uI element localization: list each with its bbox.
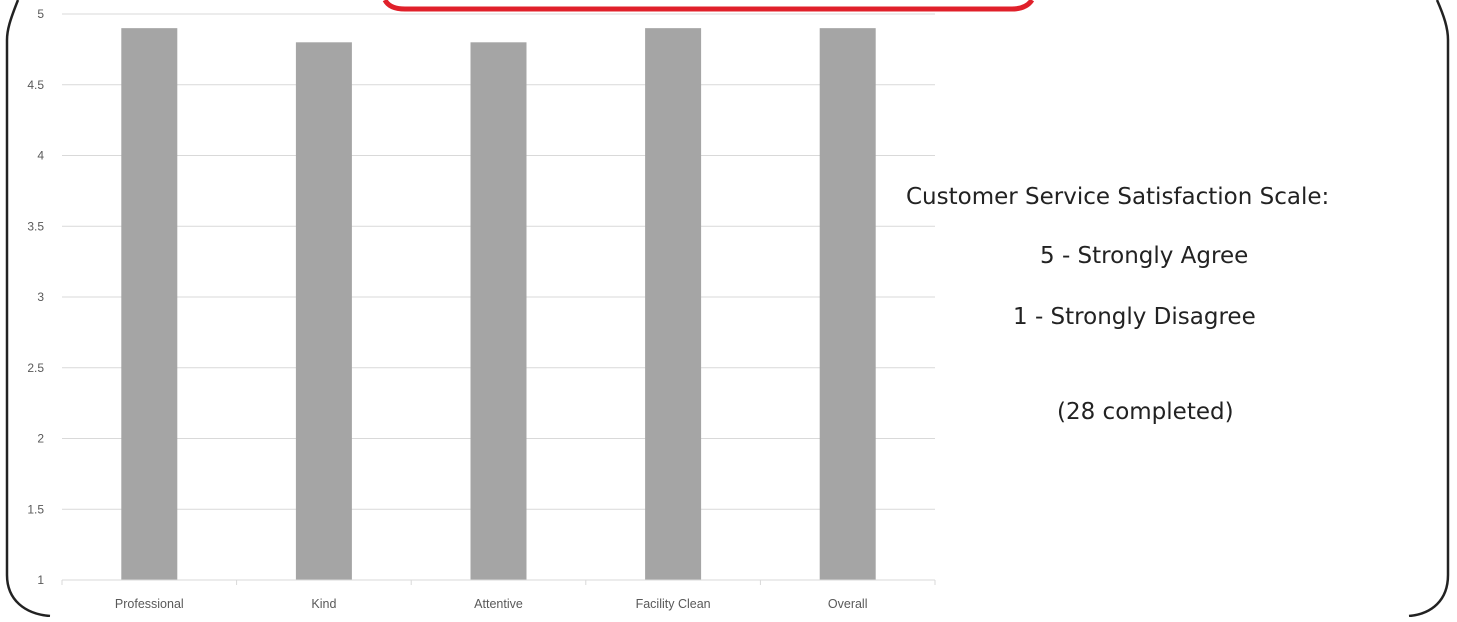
y-tick-label: 2.5 — [27, 361, 44, 375]
y-tick-label: 3 — [37, 290, 44, 304]
x-tick-label: Professional — [115, 597, 184, 611]
x-tick-label: Overall — [828, 597, 868, 611]
completed-count: (28 completed) — [1057, 399, 1234, 425]
bar-kind — [295, 42, 352, 581]
x-tick-label: Attentive — [474, 597, 523, 611]
x-tick-label: Kind — [311, 597, 336, 611]
y-tick-label: 2 — [37, 432, 44, 446]
scale-low-label: 1 - Strongly Disagree — [1013, 304, 1256, 330]
scale-heading: Customer Service Satisfaction Scale: — [906, 184, 1330, 210]
x-tick-labels: Professional Kind Attentive Facility Clean O… — [115, 597, 868, 611]
frame-border — [5, 0, 1450, 618]
bar-overall — [819, 28, 876, 580]
x-axis — [61, 579, 936, 585]
bar-professional — [121, 28, 178, 580]
bar-facility-clean — [645, 28, 702, 580]
y-tick-label: 5 — [37, 7, 44, 21]
y-tick-label: 4 — [37, 149, 44, 163]
y-tick-labels: 1 1.5 2 2.5 3 3.5 4 4.5 5 — [27, 7, 44, 587]
bars — [121, 28, 876, 581]
scale-high-label: 5 - Strongly Agree — [1040, 243, 1249, 269]
y-tick-label: 3.5 — [27, 219, 44, 233]
bar-attentive — [470, 42, 527, 581]
red-banner-edge — [382, 0, 1035, 12]
x-tick-label: Facility Clean — [636, 597, 711, 611]
y-tick-label: 1 — [37, 573, 44, 587]
y-tick-label: 1.5 — [27, 502, 44, 516]
y-tick-label: 4.5 — [27, 78, 44, 92]
